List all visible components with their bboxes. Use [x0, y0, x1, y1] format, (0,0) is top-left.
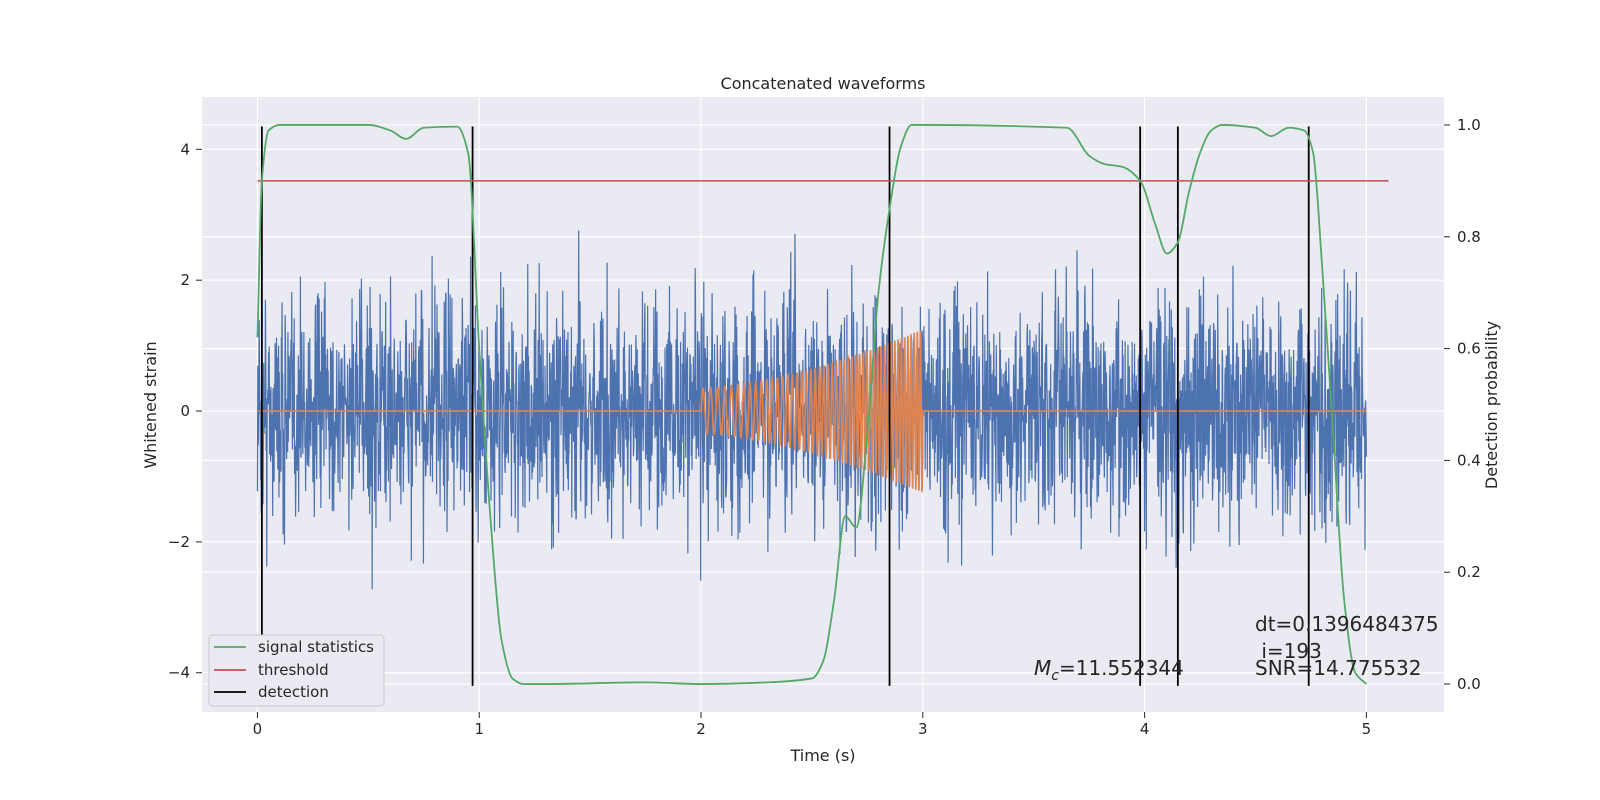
index-annotation: i=193	[1255, 639, 1322, 663]
legend-box	[208, 634, 385, 707]
chart-title: Concatenated waveforms	[721, 74, 926, 93]
y-axis-left-label: Whitened strain	[141, 341, 160, 468]
chirp-mass-annotation: Mc=11.552344	[1034, 656, 1184, 684]
legend-label-threshold: threshold	[258, 661, 329, 679]
y-right-tick-label: 0.8	[1457, 228, 1481, 246]
x-axis-label: Time (s)	[789, 746, 855, 765]
legend-label-signal-statistics: signal statistics	[258, 638, 374, 656]
axes-ticks: 0 1 2 3 4 5 −4 −2 0 2 4 0.0 0.2 0.4 0.6 0.8 1.0	[168, 116, 1481, 738]
y-right-tick-label: 0.6	[1457, 340, 1481, 358]
y-axis-right-label: Detection probability	[1482, 321, 1501, 489]
y-left-tick-label: 2	[180, 271, 190, 289]
mc-subscript: c	[1051, 668, 1059, 684]
signal-statistics-line	[256, 124, 1368, 685]
y-left-tick-label: 0	[180, 402, 190, 420]
detection-layer	[260, 126, 1310, 686]
strain-noise-layer	[256, 230, 1367, 590]
x-tick-label: 4	[1140, 720, 1150, 738]
x-tick-label: 1	[474, 720, 484, 738]
y-right-tick-label: 1.0	[1457, 116, 1481, 134]
y-left-tick-label: −4	[168, 664, 190, 682]
x-tick-label: 5	[1362, 720, 1372, 738]
injected-chirp-layer	[257, 330, 1367, 493]
snr-annotation: SNR=14.775532	[1255, 656, 1421, 680]
y-right-tick-label: 0.0	[1457, 675, 1481, 693]
dt-annotation: dt=0.1396484375	[1255, 612, 1439, 636]
mc-value: =11.552344	[1059, 656, 1184, 680]
y-left-tick-label: 4	[180, 140, 190, 158]
strain-noise-line	[256, 230, 1367, 590]
y-right-tick-label: 0.2	[1457, 563, 1481, 581]
mc-symbol: M	[1034, 656, 1051, 680]
x-tick-label: 2	[696, 720, 706, 738]
injected-chirp-line	[257, 330, 1367, 493]
y-left-tick-label: −2	[168, 533, 190, 551]
y-right-tick-label: 0.4	[1457, 451, 1481, 469]
x-tick-label: 0	[253, 720, 263, 738]
x-tick-label: 3	[918, 720, 928, 738]
legend-label-detection: detection	[258, 683, 329, 701]
legend: signal statistics threshold detection	[208, 634, 385, 707]
signal-statistics-layer	[256, 124, 1368, 685]
